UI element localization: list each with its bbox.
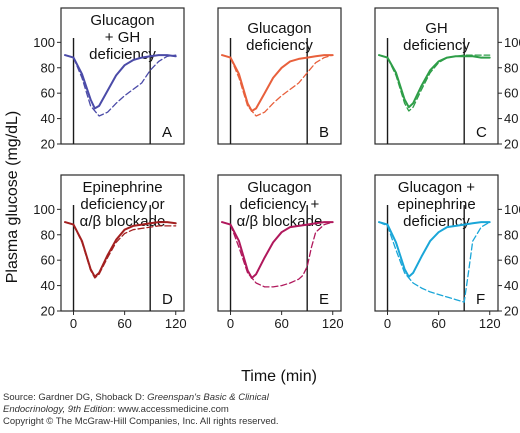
panel-letter: F bbox=[476, 291, 485, 308]
x-tick-label: 60 bbox=[274, 316, 288, 331]
panel-frame bbox=[217, 174, 342, 312]
y-tick-label: 100 bbox=[504, 35, 520, 50]
panel-title-line: α/β blockade bbox=[80, 213, 166, 230]
series-line-solid bbox=[221, 54, 334, 112]
panel-title-line: epinephrine bbox=[397, 196, 475, 213]
y-tick-label: 60 bbox=[504, 86, 518, 101]
x-tick-label: 120 bbox=[165, 316, 187, 331]
y-tick-label: 100 bbox=[504, 202, 520, 217]
y-tick-label: 100 bbox=[33, 35, 55, 50]
source-line-2: Endocrinology, 9th Edition: www.accessme… bbox=[3, 404, 518, 416]
series-line-solid bbox=[378, 221, 491, 278]
panel-title-line: GH bbox=[425, 20, 448, 37]
panel-frame bbox=[374, 7, 499, 145]
series-line-dashed bbox=[378, 54, 491, 112]
panel-title-line: Glucagon bbox=[247, 20, 311, 37]
panel-title-line: deficiency + bbox=[240, 196, 320, 213]
series-line-solid bbox=[221, 221, 334, 279]
panel-title-line: Glucagon + bbox=[398, 179, 475, 196]
series-line-dashed bbox=[64, 54, 177, 117]
y-axis-title: Plasma glucose (mg/dL) bbox=[4, 111, 21, 284]
panel-title-line: + GH bbox=[105, 29, 140, 46]
y-tick-label: 20 bbox=[41, 304, 55, 319]
panel-letter: C bbox=[476, 124, 487, 141]
y-tick-label: 20 bbox=[41, 137, 55, 152]
source-book-title: Greenspan's Basic & Clinical bbox=[147, 392, 269, 403]
y-tick-label: 40 bbox=[504, 111, 518, 126]
panel-title-line: deficiency bbox=[246, 37, 313, 54]
y-tick-label: 20 bbox=[504, 137, 518, 152]
panel-letter: E bbox=[319, 291, 329, 308]
x-tick-label: 0 bbox=[384, 316, 391, 331]
series-line-dashed bbox=[64, 221, 177, 279]
y-tick-label: 100 bbox=[33, 202, 55, 217]
x-axis-title: Time (min) bbox=[241, 368, 317, 385]
panel-title-line: deficiency bbox=[403, 213, 470, 230]
y-tick-label: 60 bbox=[504, 253, 518, 268]
source-prefix: Source: Gardner DG, Shoback D: bbox=[3, 392, 148, 403]
panel-title-line: deficiency bbox=[403, 37, 470, 54]
y-tick-label: 60 bbox=[41, 253, 55, 268]
y-tick-label: 80 bbox=[504, 60, 518, 75]
panel-letter: A bbox=[162, 124, 172, 141]
x-tick-label: 120 bbox=[322, 316, 344, 331]
panel-title-line: deficiency bbox=[89, 46, 156, 63]
y-tick-label: 60 bbox=[41, 86, 55, 101]
x-tick-label: 0 bbox=[70, 316, 77, 331]
series-line-dashed bbox=[221, 54, 334, 117]
panel-title-line: α/β blockade bbox=[237, 213, 323, 230]
panel-letter: B bbox=[319, 124, 329, 141]
panel-title-line: Epinephrine bbox=[82, 179, 162, 196]
x-tick-label: 0 bbox=[227, 316, 234, 331]
y-tick-label: 80 bbox=[41, 60, 55, 75]
copyright-line: Copyright © The McGraw-Hill Companies, I… bbox=[3, 416, 279, 427]
panel-letter: D bbox=[162, 291, 173, 308]
x-tick-label: 60 bbox=[117, 316, 131, 331]
y-tick-label: 20 bbox=[504, 304, 518, 319]
x-tick-label: 60 bbox=[431, 316, 445, 331]
series-line-dashed bbox=[378, 221, 491, 303]
y-tick-label: 40 bbox=[41, 111, 55, 126]
series-line-solid bbox=[64, 54, 177, 110]
x-tick-label: 120 bbox=[479, 316, 501, 331]
y-tick-label: 40 bbox=[41, 278, 55, 293]
y-tick-label: 40 bbox=[504, 278, 518, 293]
panel-title-line: deficiency or bbox=[80, 196, 164, 213]
y-tick-label: 80 bbox=[41, 227, 55, 242]
source-line-1: Source: Gardner DG, Shoback D: Greenspan… bbox=[3, 392, 518, 404]
source-book-edition: Endocrinology, 9th Edition bbox=[3, 404, 113, 415]
y-tick-label: 80 bbox=[504, 227, 518, 242]
panel-frame bbox=[60, 174, 185, 312]
source-credit: Source: Gardner DG, Shoback D: Greenspan… bbox=[3, 392, 518, 428]
series-line-dashed bbox=[221, 221, 334, 288]
series-line-solid bbox=[378, 54, 491, 109]
source-website: : www.accessmedicine.com bbox=[112, 404, 229, 415]
panel-title-line: Glucagon bbox=[247, 179, 311, 196]
panel-title-line: Glucagon bbox=[90, 12, 154, 29]
